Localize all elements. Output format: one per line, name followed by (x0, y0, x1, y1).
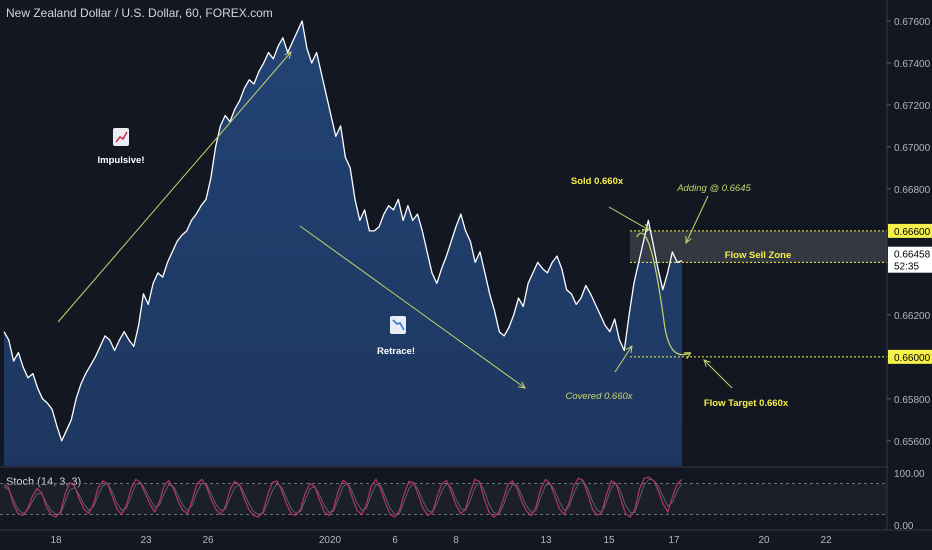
flow-sell-zone-label: Flow Sell Zone (725, 250, 792, 261)
projected-path-arrowhead (683, 352, 692, 360)
retrace-arrow-head (518, 381, 526, 389)
chart-decreasing-icon (390, 316, 406, 334)
target-badge: 0.66000 (894, 353, 931, 364)
stoch-d-line (3, 478, 683, 516)
adding-arrow-head (685, 235, 692, 245)
y-tick-label: 0.67000 (894, 143, 931, 154)
current-price-badge: 0.66458 (894, 250, 931, 261)
adding-arrow (685, 195, 709, 244)
y-tick-label: 0.65800 (894, 395, 931, 406)
retrace-label: Retrace! (377, 346, 415, 357)
impulse-arrow (57, 51, 292, 323)
x-tick-label: 13 (540, 535, 552, 546)
x-tick-label: 18 (50, 535, 62, 546)
flow-target-label: Flow Target 0.660x (704, 398, 789, 409)
adding-label: Adding @ 0.6645 (676, 183, 751, 194)
price-line (3, 20, 683, 442)
current-price-badge-bg (888, 246, 932, 273)
covered-label: Covered 0.660x (565, 391, 633, 402)
flow-sell-zone-box (630, 230, 887, 263)
sold-label: Sold 0.660x (571, 176, 624, 187)
sold-arrow-head (641, 223, 650, 231)
x-tick-label: 23 (140, 535, 152, 546)
x-tick-label: 17 (668, 535, 680, 546)
y-tick-label: 0.67600 (894, 17, 931, 28)
impulse-arrow-head (284, 51, 292, 59)
zone-top-badge: 0.66600 (894, 227, 931, 238)
stoch-indicator-label: Stoch (14, 3, 3) (6, 476, 82, 488)
covered-arrow (614, 345, 633, 373)
impulsive-label: Impulsive! (98, 155, 145, 166)
stoch-k-line (3, 476, 683, 518)
x-tick-label: 6 (392, 535, 398, 546)
x-tick-label: 2020 (319, 535, 342, 546)
x-tick-label: 15 (603, 535, 615, 546)
y-tick-label: 0.65600 (894, 437, 931, 448)
chart-increasing-icon-trend (115, 131, 128, 143)
x-tick-label: 22 (820, 535, 832, 546)
sold-arrow (608, 206, 650, 231)
y-tick-label: 0.67200 (894, 101, 931, 112)
x-tick-label: 26 (202, 535, 214, 546)
x-tick-label: 20 (758, 535, 770, 546)
retrace-arrow (299, 225, 526, 389)
y-tick-label: 0.67400 (894, 59, 931, 70)
zone-top-badge-bg (888, 223, 932, 238)
target-badge-bg (888, 349, 932, 364)
target-arrow-head (703, 359, 711, 367)
stoch-y-tick-label: 100.00 (894, 469, 925, 480)
y-tick-label: 0.66200 (894, 311, 931, 322)
target-arrow (703, 359, 733, 389)
y-tick-label: 0.66800 (894, 185, 931, 196)
covered-arrow-head (625, 345, 633, 354)
projected-path-curve (636, 232, 691, 356)
chart-decreasing-icon-trend (392, 319, 405, 331)
chart-title: New Zealand Dollar / U.S. Dollar, 60, FO… (6, 6, 273, 20)
stoch-y-tick-label: 0.00 (894, 521, 914, 532)
countdown-badge: 52:35 (894, 262, 919, 273)
x-tick-label: 8 (453, 535, 459, 546)
price-area-fill (4, 21, 682, 466)
